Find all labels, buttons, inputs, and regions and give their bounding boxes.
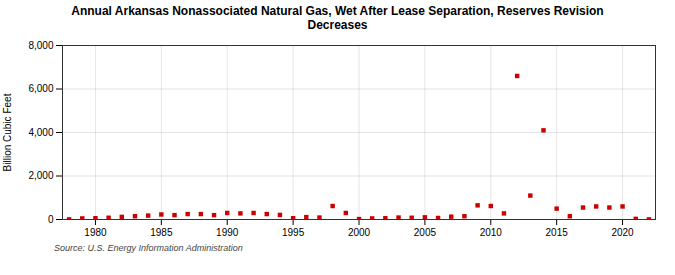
- svg-text:2,000: 2,000: [28, 170, 53, 181]
- svg-text:2005: 2005: [414, 226, 437, 237]
- svg-text:1990: 1990: [216, 226, 239, 237]
- svg-text:2010: 2010: [480, 226, 503, 237]
- svg-text:2015: 2015: [546, 226, 569, 237]
- html-text:Source: U.S. Energy Informatio: Source: U.S. Energy Information Administ…: [54, 242, 243, 253]
- svg-text:0: 0: [48, 213, 54, 224]
- svg-text:2020: 2020: [611, 226, 634, 237]
- svg-text:1980: 1980: [84, 226, 107, 237]
- svg-text:6,000: 6,000: [28, 83, 53, 94]
- svg-text:4,000: 4,000: [28, 126, 53, 137]
- svg-text:1985: 1985: [150, 226, 173, 237]
- svg-text:8,000: 8,000: [28, 39, 53, 50]
- html-text:Annual Arkansas Nonassociated: Annual Arkansas Nonassociated Natural Ga…: [71, 4, 604, 33]
- svg-text:1995: 1995: [282, 226, 305, 237]
- svg-text:2000: 2000: [348, 226, 371, 237]
- svg-text:Billion Cubic Feet: Billion Cubic Feet: [2, 93, 13, 171]
